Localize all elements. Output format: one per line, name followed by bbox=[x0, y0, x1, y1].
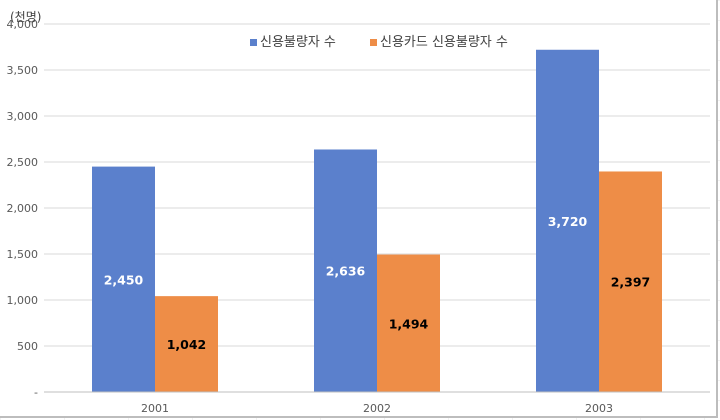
x-tick-label: 2003 bbox=[585, 402, 613, 415]
y-tick-label: 500 bbox=[17, 340, 38, 353]
legend-swatch-series-1 bbox=[250, 39, 257, 46]
axes: - 500 1,000 1,500 2,000 2,500 3,000 3,500 4,000 2… bbox=[7, 18, 710, 415]
data-label: 2,397 bbox=[611, 275, 651, 290]
y-axis-unit-label: (천명) bbox=[10, 9, 41, 24]
y-tick-label: 2,500 bbox=[7, 156, 39, 169]
bar-series-1[interactable] bbox=[92, 166, 155, 392]
bar-series-2[interactable] bbox=[377, 254, 440, 392]
x-tick-label: 2002 bbox=[363, 402, 391, 415]
data-label: 3,720 bbox=[548, 214, 588, 229]
y-tick-label: 3,000 bbox=[7, 110, 39, 123]
legend-label-series-1: 신용불량자 수 bbox=[260, 35, 336, 50]
y-tick-label: - bbox=[34, 386, 38, 399]
bars bbox=[92, 49, 662, 392]
y-tick-label: 1,000 bbox=[7, 294, 39, 307]
data-label: 2,450 bbox=[104, 272, 144, 287]
y-tick-label: 3,500 bbox=[7, 64, 39, 77]
bar-series-1[interactable] bbox=[314, 149, 377, 392]
x-tick-label: 2001 bbox=[141, 402, 169, 415]
y-tick-label: 2,000 bbox=[7, 202, 39, 215]
bar-series-2[interactable] bbox=[155, 296, 218, 392]
y-tick-label: 4,000 bbox=[7, 18, 39, 31]
data-labels: 2,450 1,042 2,636 1,494 3,720 2,397 bbox=[104, 214, 651, 352]
data-label: 2,636 bbox=[326, 264, 366, 279]
y-tick-label: 1,500 bbox=[7, 248, 39, 261]
data-label: 1,042 bbox=[167, 337, 207, 352]
bar-series-2[interactable] bbox=[599, 171, 662, 392]
bar-series-1[interactable] bbox=[536, 49, 599, 392]
legend-label-series-2: 신용카드 신용불량자 수 bbox=[380, 35, 508, 50]
data-label: 1,494 bbox=[389, 316, 429, 331]
legend[interactable]: 신용불량자 수 신용카드 신용불량자 수 bbox=[250, 35, 508, 50]
legend-swatch-series-2 bbox=[370, 39, 377, 46]
